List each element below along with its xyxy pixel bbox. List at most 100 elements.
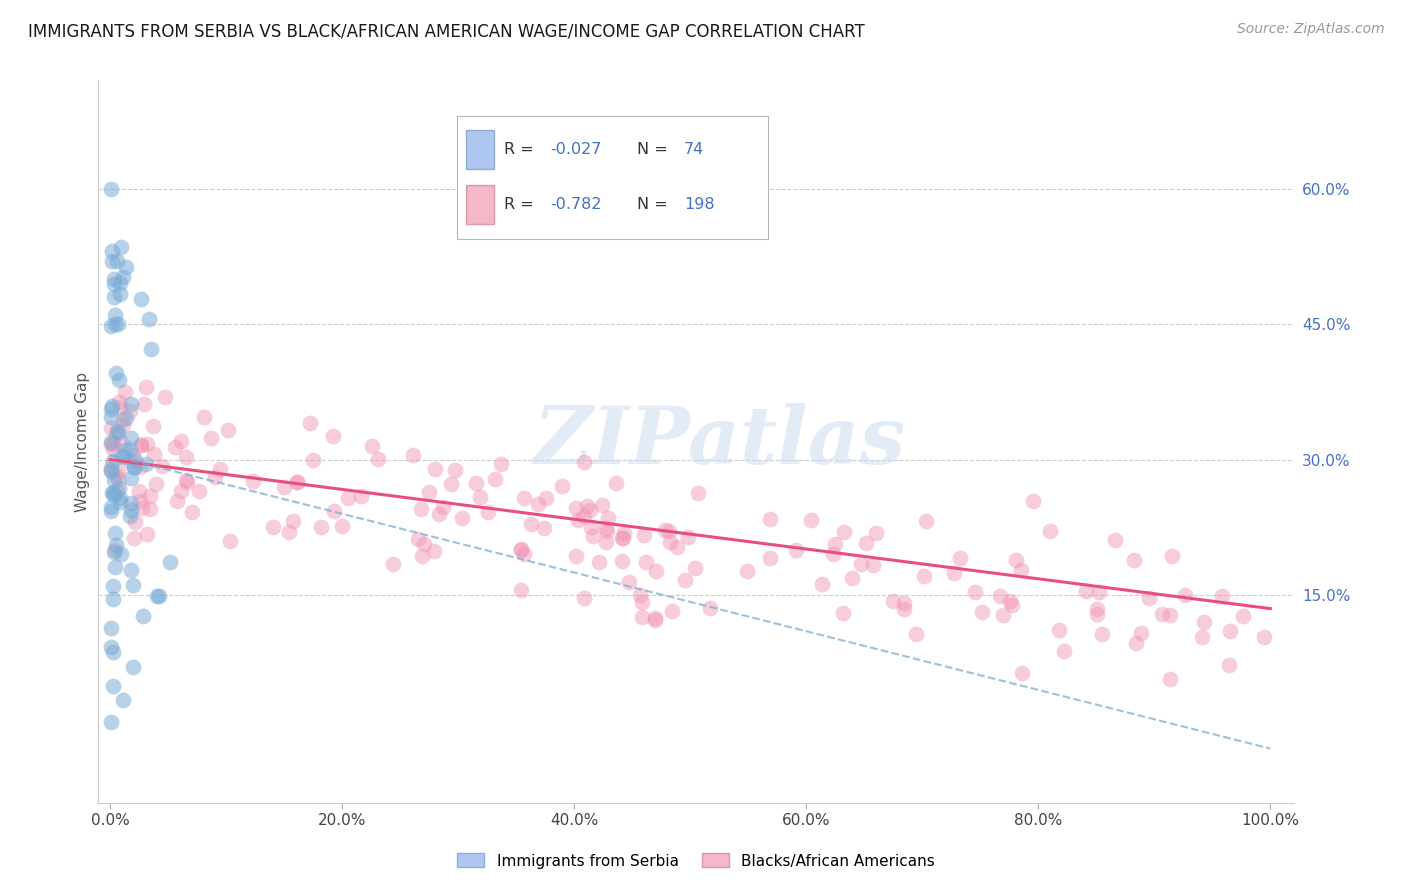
Point <box>513 491 536 505</box>
Point <box>785 543 807 558</box>
Point <box>574 591 596 606</box>
Point <box>180 505 202 519</box>
Point <box>1159 672 1181 686</box>
Point <box>823 548 845 562</box>
Point <box>146 589 169 603</box>
Text: -0.782: -0.782 <box>550 197 602 212</box>
Text: 198: 198 <box>683 197 714 212</box>
Point <box>273 480 295 494</box>
Point <box>100 714 122 729</box>
Point <box>811 577 834 591</box>
Point <box>565 500 588 515</box>
Point <box>893 596 915 610</box>
Point <box>120 563 142 577</box>
Point <box>176 450 198 465</box>
Point <box>1085 607 1108 621</box>
Point <box>735 564 758 578</box>
Point <box>654 523 676 537</box>
Point <box>120 396 142 410</box>
Point <box>112 270 135 285</box>
Point <box>418 484 440 499</box>
Point <box>139 502 162 516</box>
Point <box>367 451 389 466</box>
Point <box>943 566 966 580</box>
Point <box>218 533 240 548</box>
Point <box>596 524 619 538</box>
Point <box>128 483 150 498</box>
Point <box>110 240 132 254</box>
Point <box>110 547 132 561</box>
Point <box>834 525 856 540</box>
Point <box>905 626 928 640</box>
Point <box>1001 598 1024 612</box>
Point <box>217 423 239 437</box>
Point <box>101 253 124 268</box>
Point <box>143 447 166 461</box>
Point <box>110 276 132 290</box>
Point <box>1085 602 1108 616</box>
Point <box>110 435 132 450</box>
Point <box>865 525 887 540</box>
Point <box>1232 609 1254 624</box>
Point <box>120 431 142 445</box>
Point <box>572 455 595 469</box>
Point <box>1091 627 1114 641</box>
Point <box>100 463 122 477</box>
Point <box>148 590 170 604</box>
Point <box>111 693 134 707</box>
Point <box>605 476 627 491</box>
Point <box>963 585 986 599</box>
FancyBboxPatch shape <box>467 186 495 225</box>
Point <box>105 366 128 380</box>
Point <box>100 500 122 515</box>
Point <box>138 312 160 326</box>
Point <box>998 594 1021 608</box>
Point <box>103 290 125 304</box>
Point <box>100 437 122 451</box>
Point <box>628 588 651 602</box>
Point <box>101 399 124 413</box>
Point <box>912 569 935 583</box>
Point <box>142 418 165 433</box>
Point <box>1074 584 1097 599</box>
Point <box>1253 630 1275 644</box>
Point <box>484 472 506 486</box>
Point <box>100 464 122 478</box>
Point <box>1159 607 1181 622</box>
Point <box>1174 588 1197 602</box>
Point <box>129 460 152 475</box>
Point <box>285 475 308 490</box>
Point <box>832 606 855 620</box>
Point <box>425 461 447 475</box>
Point <box>101 485 124 500</box>
Point <box>595 521 617 535</box>
Point <box>159 555 181 569</box>
Point <box>1005 553 1028 567</box>
Text: R =: R = <box>503 142 538 157</box>
Point <box>991 607 1014 622</box>
Text: ZIPatlas: ZIPatlas <box>534 403 905 480</box>
Point <box>631 595 654 609</box>
Point <box>120 404 142 418</box>
Point <box>322 428 344 442</box>
Point <box>988 589 1011 603</box>
Point <box>112 450 135 464</box>
Point <box>451 510 474 524</box>
Point <box>100 182 122 196</box>
Point <box>193 409 215 424</box>
Point <box>100 401 122 416</box>
Text: N =: N = <box>637 142 673 157</box>
Point <box>1219 624 1241 639</box>
Point <box>139 489 162 503</box>
Point <box>120 496 142 510</box>
Point <box>285 475 308 489</box>
Point <box>114 411 136 425</box>
Point <box>612 531 634 545</box>
Point <box>332 518 354 533</box>
Point <box>129 438 152 452</box>
Point <box>440 477 463 491</box>
Point <box>683 561 706 575</box>
Point <box>413 536 436 550</box>
Point <box>103 277 125 292</box>
Point <box>101 454 124 468</box>
